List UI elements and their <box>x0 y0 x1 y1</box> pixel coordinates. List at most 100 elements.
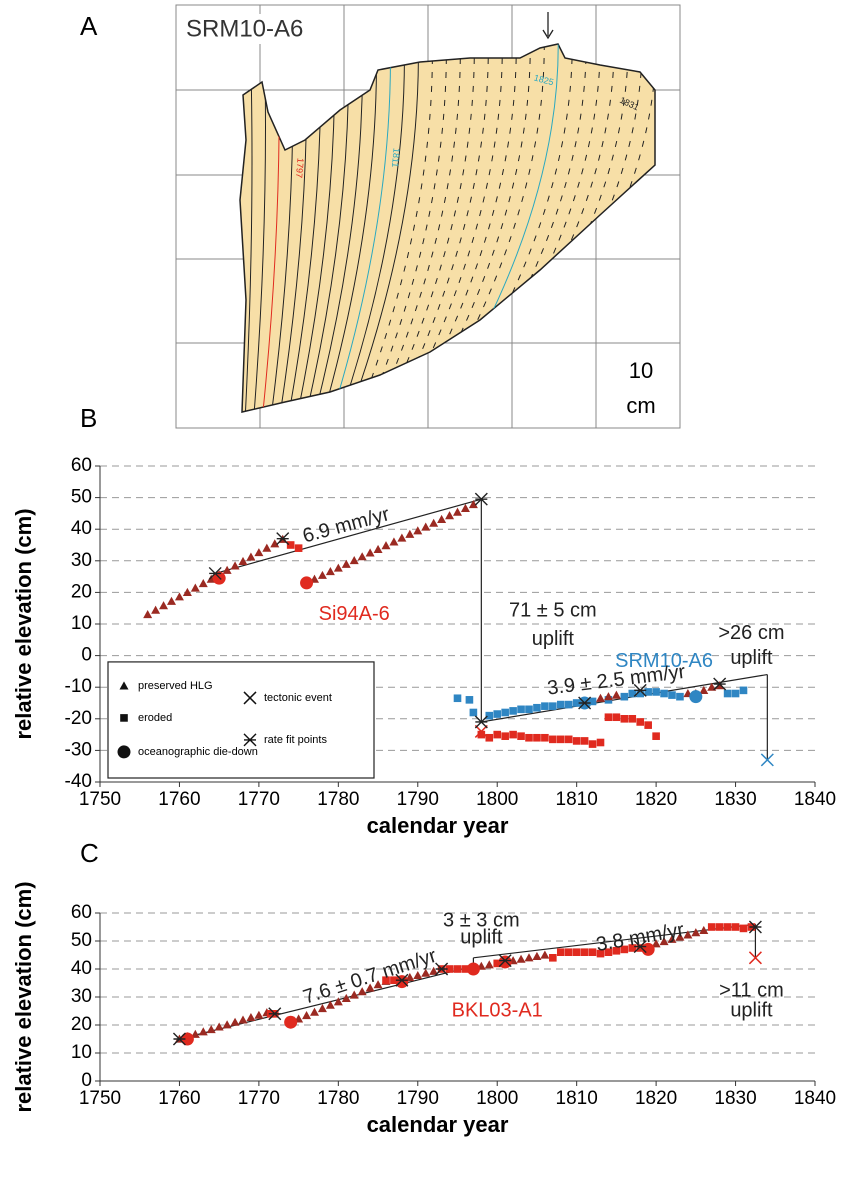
square-point <box>572 948 581 956</box>
square-point <box>596 738 605 747</box>
square-point <box>517 732 525 740</box>
square-point <box>739 686 748 695</box>
triangle-point <box>421 522 431 531</box>
title-bg <box>184 14 334 44</box>
x-tick-label: 1760 <box>158 789 200 810</box>
fit-line <box>215 498 482 575</box>
scale-label: 10 <box>629 358 653 383</box>
x-axis-label: calendar year <box>367 813 509 838</box>
y-tick-label: -10 <box>65 676 92 697</box>
y-tick-label: 50 <box>71 487 92 508</box>
growth-line <box>331 44 405 412</box>
y-tick-label: 20 <box>71 1014 92 1035</box>
triangle-point <box>174 592 184 601</box>
triangle-point <box>230 561 240 570</box>
asterisk-point <box>713 677 727 691</box>
square-point <box>676 692 684 701</box>
triangle-point <box>341 993 351 1002</box>
square-point <box>517 705 525 714</box>
square-point <box>644 688 652 696</box>
triangle-point <box>667 934 677 943</box>
square-point <box>668 691 676 699</box>
square-point <box>604 713 613 722</box>
triangle-point <box>603 692 613 701</box>
triangle-point <box>349 555 359 565</box>
y-axis-label: relative elevation (cm) <box>11 881 36 1112</box>
circle-point <box>180 1032 194 1046</box>
triangle-point <box>460 503 470 512</box>
x-tick-label: 1770 <box>238 789 280 810</box>
triangle-point <box>349 990 359 999</box>
legend-marker <box>120 714 128 722</box>
triangle-point <box>445 511 455 520</box>
circle-point <box>395 975 409 989</box>
x-point <box>760 753 774 767</box>
triangle-point <box>429 518 439 527</box>
coral <box>239 43 656 413</box>
square-point <box>739 924 748 933</box>
triangle-point <box>262 543 272 552</box>
x-tick-label: 1810 <box>556 789 598 810</box>
square-point <box>596 949 605 958</box>
square-point <box>493 710 502 718</box>
asterisk-point <box>748 920 762 934</box>
triangle-point <box>397 533 407 542</box>
asterisk-point <box>172 1032 186 1046</box>
asterisk-point <box>498 954 512 968</box>
square-point <box>445 965 454 973</box>
x-tick-label: 1820 <box>635 789 677 810</box>
triangle-point <box>540 950 550 959</box>
triangle-point <box>246 1012 256 1022</box>
year-label: 1811 <box>390 148 402 168</box>
asterisk-point <box>268 1007 282 1021</box>
triangle-point <box>238 556 248 566</box>
annotation: uplift <box>532 628 575 650</box>
triangle-point <box>325 567 335 576</box>
square-point <box>453 965 462 973</box>
triangle-point <box>413 970 423 980</box>
triangle-point <box>421 968 431 977</box>
circle-point <box>300 576 314 590</box>
x-tick-label: 1790 <box>397 789 439 810</box>
triangle-point <box>302 1010 312 1020</box>
triangle-point <box>182 587 192 596</box>
x-tick-label: 1800 <box>476 789 518 810</box>
triangle-point <box>206 1024 216 1034</box>
triangle-point <box>691 928 701 937</box>
growth-line <box>315 44 377 412</box>
triangle-point <box>484 960 494 969</box>
square-point <box>533 703 541 712</box>
y-tick-label: 20 <box>71 581 92 602</box>
growth-line <box>371 44 475 412</box>
square-point <box>541 702 549 710</box>
x-tick-label: 1760 <box>158 1088 200 1109</box>
square-point <box>525 705 533 714</box>
triangle-point <box>230 1017 240 1026</box>
legend-label: oceanographic die-down <box>138 746 258 758</box>
annotation: 3 ± 3 cm <box>443 910 520 932</box>
square-point <box>707 923 716 931</box>
triangle-point <box>198 579 208 588</box>
square-point <box>509 707 517 715</box>
legend-marker <box>117 745 131 759</box>
annotation: >26 cm <box>718 622 784 644</box>
x-tick-label: 1750 <box>79 1088 121 1109</box>
triangle-point <box>405 529 415 538</box>
square-point <box>580 737 589 745</box>
square-point <box>493 730 502 739</box>
square-point <box>636 718 645 726</box>
square-point <box>294 544 303 552</box>
triangle-point <box>190 583 200 592</box>
square-point <box>636 944 645 952</box>
triangle-point <box>381 541 391 550</box>
triangle-point <box>254 548 264 557</box>
square-point <box>477 730 486 739</box>
x-tick-label: 1800 <box>476 1088 518 1109</box>
growth-line <box>355 44 447 412</box>
asterisk-point <box>435 962 449 976</box>
asterisk-point <box>276 532 290 546</box>
triangle-point <box>254 1010 264 1019</box>
asterisk-point <box>474 492 488 506</box>
y-tick-label: 10 <box>71 1042 92 1063</box>
asterisk-point <box>474 715 488 729</box>
